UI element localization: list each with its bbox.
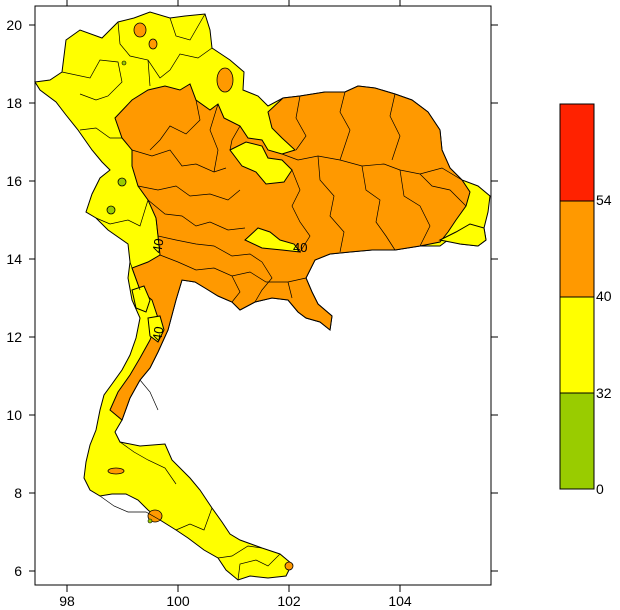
legend-colorbar [559, 103, 595, 490]
legend-label: 32 [596, 385, 612, 401]
y-tick-label: 12 [6, 329, 22, 345]
x-tick-label: 104 [388, 593, 412, 609]
axis-ticks [29, 0, 498, 592]
orange-region [109, 83, 471, 421]
y-tick-label: 8 [14, 485, 22, 501]
y-tick-label: 6 [14, 563, 22, 579]
green-patch [147, 518, 153, 524]
legend-label: 54 [596, 192, 612, 208]
legend-bin [559, 392, 595, 490]
yellow-patch [244, 227, 302, 253]
y-tick-label: 14 [6, 251, 22, 267]
legend-bin [559, 296, 595, 394]
contour-label: 40 [149, 325, 166, 342]
orange-patch [133, 22, 147, 38]
contour-label: 40 [293, 240, 307, 255]
y-tick-label: 20 [6, 17, 22, 33]
orange-patch [216, 67, 234, 93]
orange-patch [148, 38, 158, 50]
legend-label: 0 [596, 481, 604, 497]
province-boundaries [61, 13, 467, 581]
orange-patch [284, 561, 294, 571]
x-tick-label: 102 [277, 593, 301, 609]
y-tick-label: 18 [6, 95, 22, 111]
x-tick-label: 100 [166, 593, 190, 609]
x-tick-label: 98 [59, 593, 75, 609]
yellow-patch [147, 315, 165, 343]
y-tick-label: 16 [6, 173, 22, 189]
legend-bin [559, 103, 595, 202]
legend-bin [559, 200, 595, 298]
y-tick-label: 10 [6, 407, 22, 423]
contour-label: 40 [149, 237, 166, 254]
yellow-patch [131, 285, 151, 313]
green-patch [106, 205, 116, 215]
orange-patch [107, 467, 125, 475]
green-patch [121, 60, 127, 66]
legend-label: 40 [596, 288, 612, 304]
green-patch [117, 177, 127, 187]
yellow-patch [438, 223, 487, 247]
